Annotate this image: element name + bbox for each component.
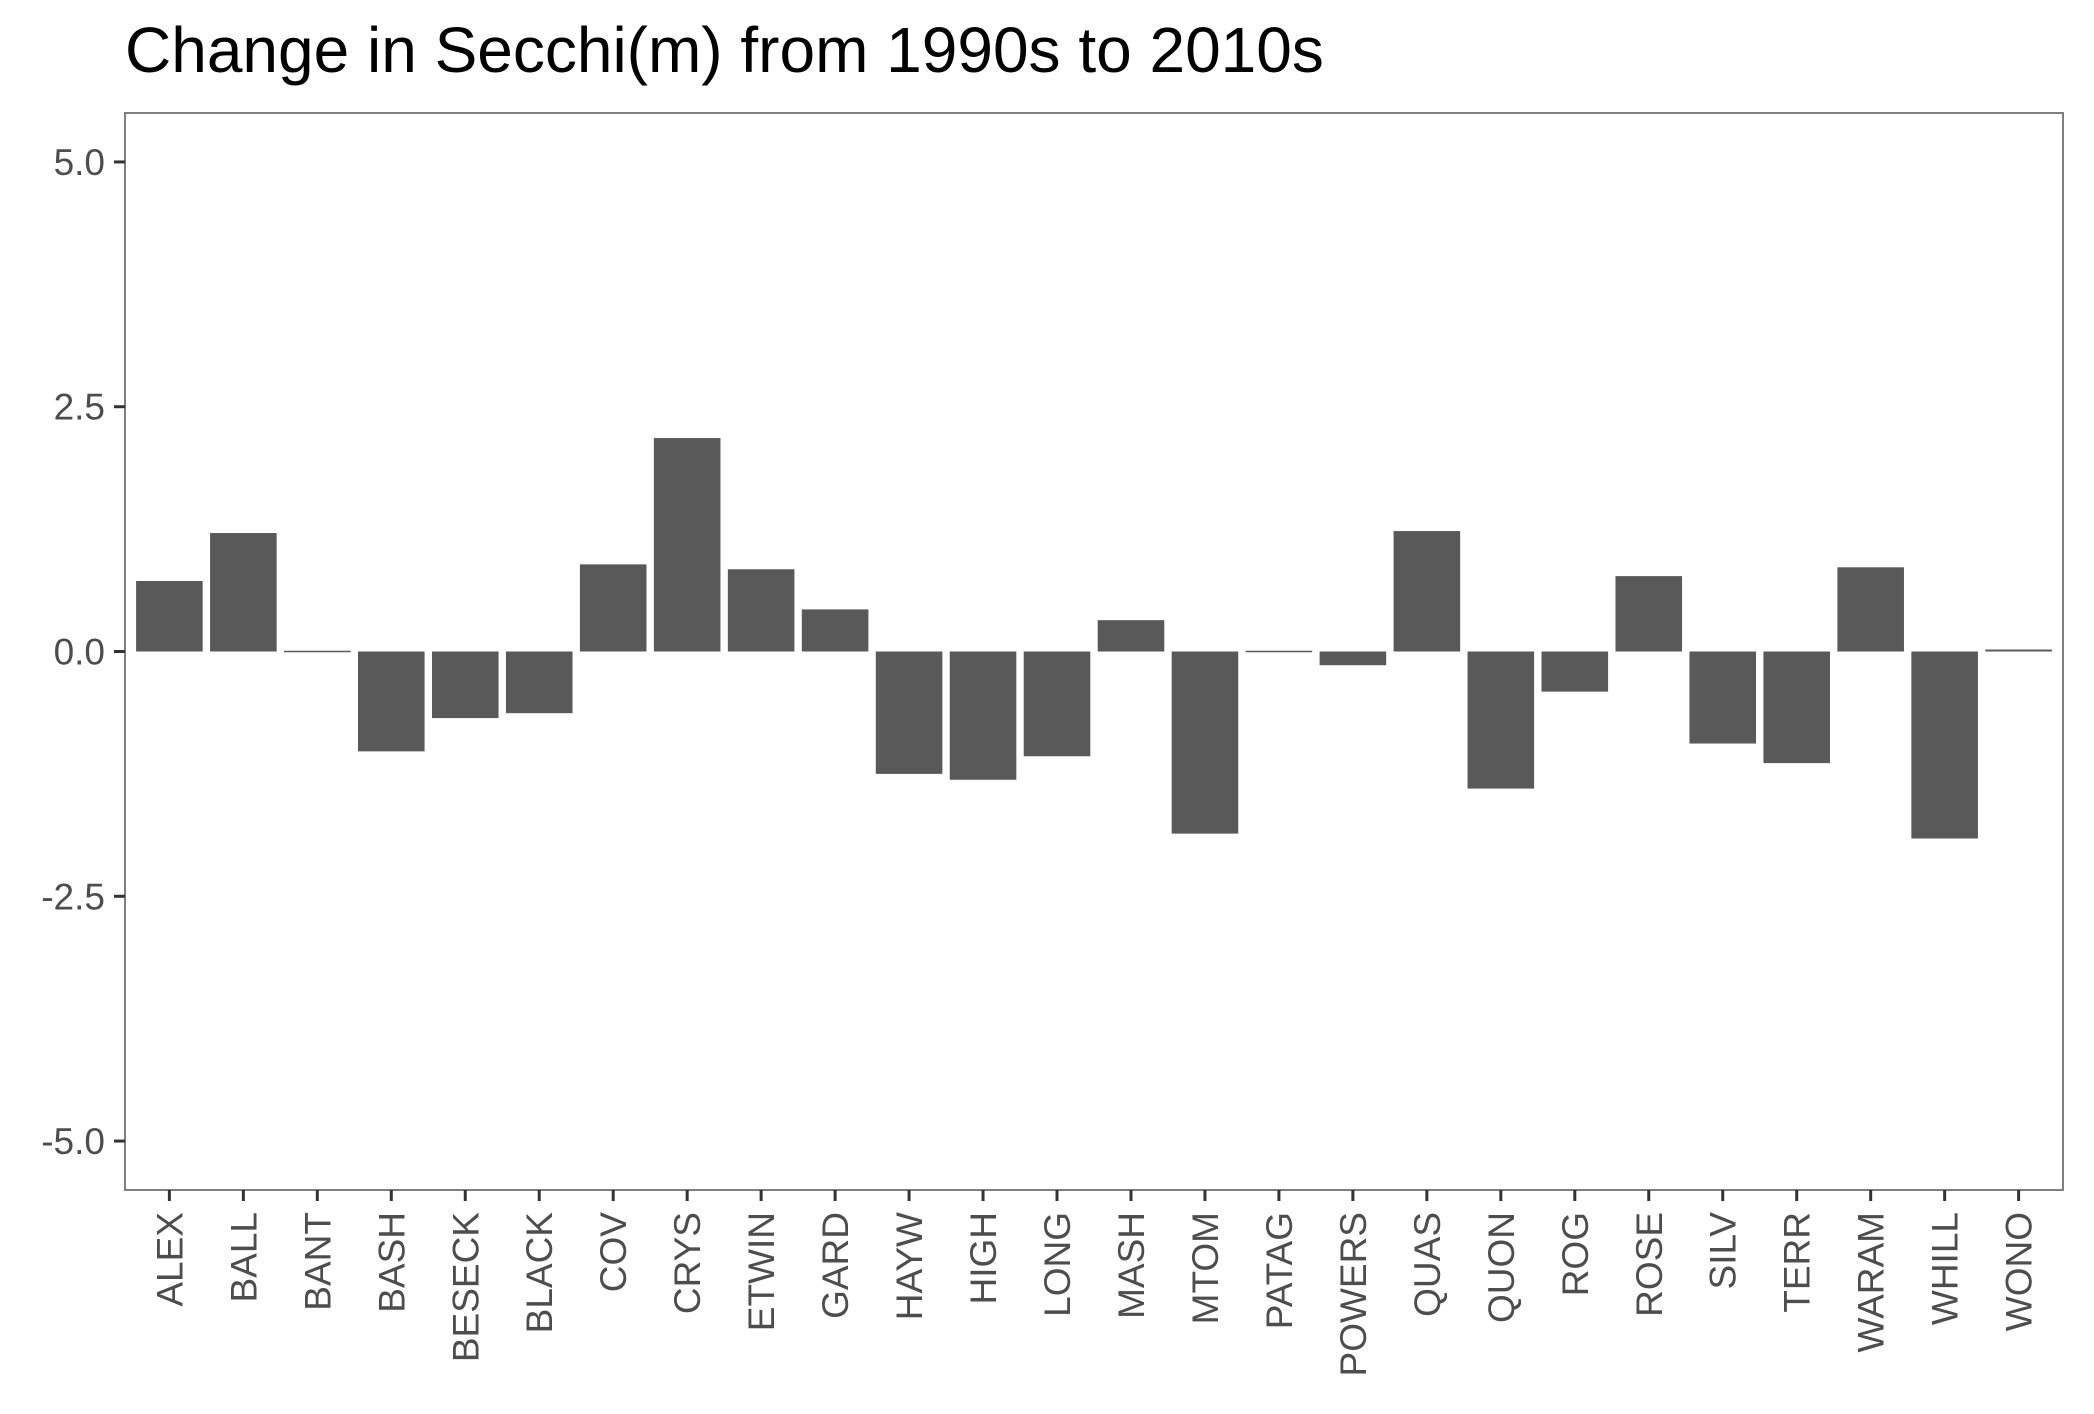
bar-bash [358, 651, 425, 752]
bar-waram [1837, 567, 1904, 652]
y-tick-label: 2.5 [54, 387, 105, 428]
y-axis: 5.0 2.5 0.0 -2.5 -5.0 [41, 142, 125, 1162]
bar-black [505, 651, 573, 714]
bar-patag [1245, 650, 1313, 653]
bar-cov [579, 564, 647, 652]
chart-title: Change in Secchi(m) from 1990s to 2010s [125, 14, 1324, 86]
x-tick-label: HAYW [889, 1212, 930, 1320]
x-tick-label: BLACK [519, 1212, 560, 1334]
y-tick-label: 5.0 [54, 142, 105, 183]
bar-mash [1097, 620, 1165, 652]
x-tick-label: BANT [297, 1212, 338, 1311]
x-tick-label: GARD [815, 1212, 856, 1319]
x-tick-label: ROG [1555, 1212, 1596, 1296]
x-tick-label: CRYS [667, 1212, 708, 1314]
x-tick-label: WONO [1999, 1212, 2040, 1331]
bar-rog [1541, 651, 1609, 692]
x-tick-label: BALL [223, 1212, 264, 1303]
x-tick-label: MTOM [1185, 1212, 1226, 1324]
y-tick-label: -5.0 [41, 1121, 105, 1162]
bars [136, 438, 2052, 839]
bar-quas [1393, 531, 1461, 652]
x-tick-label: SILV [1703, 1212, 1744, 1290]
bar-ball [210, 533, 277, 652]
bar-high [949, 651, 1017, 780]
x-tick-label: POWERS [1333, 1212, 1374, 1376]
bar-silv [1689, 651, 1757, 744]
bar-whill [1911, 651, 1978, 839]
y-tick-label: 0.0 [54, 632, 105, 673]
bar-mtom [1171, 651, 1239, 834]
x-tick-label: MASH [1111, 1212, 1152, 1319]
x-tick-label: QUON [1481, 1212, 1522, 1323]
x-tick-label: ALEX [149, 1212, 190, 1307]
bar-hayw [875, 651, 943, 774]
bar-powers [1319, 651, 1387, 666]
bar-wono [1985, 649, 2052, 652]
x-tick-label: PATAG [1259, 1212, 1300, 1329]
x-tick-label: HIGH [963, 1212, 1004, 1305]
x-tick-label: ETWIN [741, 1212, 782, 1331]
bar-quon [1467, 651, 1535, 789]
bar-alex [136, 581, 203, 652]
x-tick-label: WHILL [1925, 1212, 1966, 1325]
bar-bant [284, 650, 351, 653]
bar-long [1023, 651, 1091, 757]
x-axis: ALEX BALL BANT BASH BESECK BLACK COV CRYS ETWIN G… [149, 1190, 2040, 1376]
bar-beseck [431, 651, 499, 719]
bar-etwin [727, 569, 795, 652]
y-tick-label: -2.5 [41, 876, 105, 917]
bar-crys [653, 438, 721, 652]
x-tick-label: COV [593, 1212, 634, 1293]
x-tick-label: BESECK [445, 1212, 486, 1362]
x-tick-label: ROSE [1629, 1212, 1670, 1317]
bar-gard [801, 609, 869, 652]
x-tick-label: BASH [371, 1212, 412, 1313]
bar-terr [1763, 651, 1830, 764]
x-tick-label: LONG [1037, 1212, 1078, 1317]
x-tick-label: TERR [1777, 1212, 1818, 1313]
x-tick-label: WARAM [1851, 1212, 1892, 1352]
bar-rose [1615, 576, 1683, 652]
x-tick-label: QUAS [1407, 1212, 1448, 1317]
